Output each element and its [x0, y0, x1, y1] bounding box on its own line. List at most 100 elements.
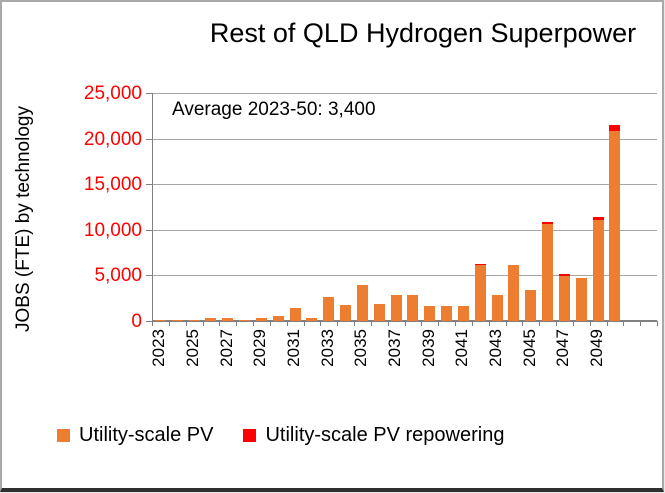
legend-swatch-icon: [243, 429, 257, 442]
bar-2046: [542, 221, 554, 321]
bar-segment-pv: [474, 265, 486, 321]
x-tick-mark: [269, 321, 271, 326]
gridline: [152, 275, 657, 277]
y-axis-line: [152, 93, 153, 321]
bar-segment-pv: [390, 294, 402, 321]
legend-item: Utility-scale PV repowering: [243, 424, 504, 447]
x-tick-mark: [522, 321, 524, 326]
x-tick-mark: [303, 321, 305, 326]
x-tick-mark: [572, 321, 574, 326]
bar-segment-pv: [255, 318, 267, 321]
x-tick-mark: [320, 321, 322, 326]
legend-label: Utility-scale PV repowering: [265, 424, 505, 446]
bar-segment-pv: [272, 316, 284, 321]
gridline: [152, 93, 657, 94]
x-tick-mark: [606, 321, 608, 326]
bar-2028: [239, 319, 251, 321]
chart-title: Rest of QLD Hydrogen Superpower: [209, 18, 637, 48]
x-tick-mark: [556, 321, 557, 326]
bar-2043: [491, 294, 503, 321]
bar-2029: [255, 318, 267, 321]
y-tick-label: 5,000: [94, 265, 142, 287]
bar-segment-repowering: [558, 273, 570, 276]
x-tick-mark: [168, 321, 170, 326]
bar-segment-pv: [441, 306, 453, 321]
x-tick-label: 2027: [216, 329, 236, 367]
x-tick-label: 2043: [486, 329, 506, 367]
bar-2039: [424, 306, 436, 321]
x-tick-mark: [286, 321, 288, 326]
bar-segment-pv: [525, 289, 537, 321]
bar-2024: [171, 320, 183, 321]
bar-segment-repowering: [474, 263, 486, 266]
x-tick-mark: [185, 321, 187, 326]
y-axis-title: JOBS (FTE) by technology: [13, 106, 34, 332]
bar-segment-repowering: [542, 221, 554, 225]
bar-segment-pv: [306, 317, 318, 321]
bar-2042: [474, 263, 486, 321]
bar-segment-repowering: [592, 217, 604, 221]
y-tick-mark: [146, 138, 152, 140]
bar-segment-pv: [323, 297, 335, 321]
x-tick-label: 2035: [351, 329, 371, 367]
x-tick-mark: [455, 321, 456, 326]
x-tick-label: 2047: [553, 329, 573, 367]
y-tick-mark: [146, 321, 152, 322]
x-tick-mark: [623, 321, 625, 326]
x-tick-mark: [471, 321, 473, 326]
x-tick-label: 2039: [418, 329, 438, 367]
bar-segment-pv: [575, 278, 587, 321]
bar-segment-pv: [289, 308, 301, 321]
bar-2033: [323, 297, 335, 321]
x-tick-label: 2041: [452, 329, 472, 367]
bar-segment-pv: [188, 320, 200, 321]
x-tick-mark: [370, 321, 372, 326]
bar-2026: [205, 318, 217, 321]
bar-segment-pv: [205, 318, 217, 321]
x-tick-mark: [152, 321, 153, 326]
bar-segment-pv: [373, 303, 385, 321]
x-tick-mark: [421, 321, 423, 326]
bar-segment-pv: [154, 320, 166, 321]
bar-2023: [154, 320, 166, 321]
bar-segment-pv: [508, 264, 520, 321]
x-tick-label: 2023: [149, 329, 169, 367]
bar-2027: [222, 317, 234, 321]
bar-2041: [457, 305, 469, 321]
y-tick-mark: [146, 184, 152, 186]
x-tick-mark: [236, 321, 238, 326]
y-tick-mark: [146, 93, 152, 94]
bar-segment-pv: [171, 320, 183, 321]
bar-segment-repowering: [609, 125, 621, 132]
bar-segment-pv: [222, 317, 234, 321]
y-tick-mark: [146, 229, 152, 231]
bar-2037: [390, 294, 402, 321]
bar-2036: [373, 303, 385, 321]
bar-segment-pv: [457, 305, 469, 321]
bar-2032: [306, 317, 318, 321]
x-tick-label: 2049: [587, 329, 607, 367]
bar-segment-pv: [558, 275, 570, 321]
x-tick-mark: [488, 321, 490, 326]
bar-segment-pv: [491, 294, 503, 321]
y-tick-label: 15,000: [83, 174, 142, 196]
bar-segment-pv: [592, 220, 604, 321]
x-tick-mark: [539, 321, 541, 326]
x-tick-mark: [337, 321, 339, 326]
gridline: [152, 184, 657, 186]
x-tick-mark: [219, 321, 221, 326]
bar-segment-pv: [407, 295, 419, 321]
gridline: [152, 138, 657, 140]
x-tick-mark: [253, 321, 254, 326]
average-annotation: Average 2023-50: 3,400: [172, 99, 376, 120]
x-tick-label: 2045: [519, 329, 539, 367]
bar-segment-pv: [356, 285, 368, 321]
y-tick-label: 10,000: [83, 219, 142, 241]
bar-2044: [508, 264, 520, 321]
x-tick-mark: [387, 321, 389, 326]
x-tick-mark: [657, 321, 658, 326]
y-tick-mark: [146, 275, 152, 277]
bar-2030: [272, 316, 284, 321]
bar-segment-pv: [239, 319, 251, 321]
gridline: [152, 229, 657, 231]
